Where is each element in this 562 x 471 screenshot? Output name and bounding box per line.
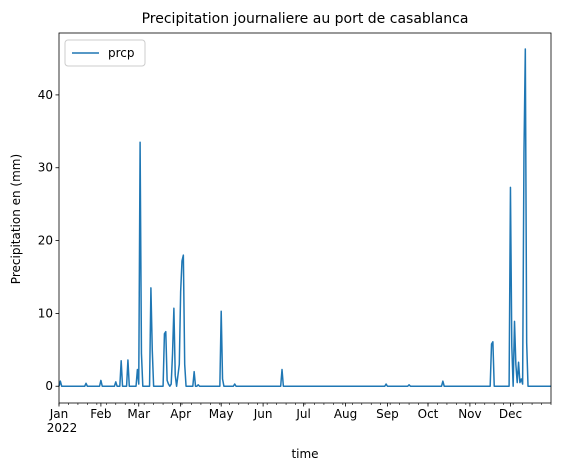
x-tick-label: Nov (458, 407, 481, 421)
x-tick-label: Dec (499, 407, 522, 421)
x-tick-label: Jul (295, 407, 310, 421)
y-tick-label: 0 (45, 379, 53, 393)
x-tick-label: Jun (253, 407, 273, 421)
legend-box (64, 39, 146, 67)
y-tick-label: 10 (38, 306, 53, 320)
y-axis-label: Precipitation en (mm) (9, 154, 23, 284)
y-tick-label: 30 (38, 161, 53, 175)
x-tick-label: May (209, 407, 234, 421)
y-tick-label: 40 (38, 88, 53, 102)
x-tick-label: Oct (418, 407, 439, 421)
series-line-prcp (58, 48, 551, 387)
x-tick-sublabel: 2022 (47, 421, 78, 435)
x-tick-label: Jan (49, 407, 69, 421)
y-tick-label: 20 (38, 234, 53, 248)
x-tick-label: Sep (376, 407, 399, 421)
legend-label: prcp (108, 46, 135, 60)
x-tick-label: Aug (334, 407, 357, 421)
x-tick-label: Feb (90, 407, 111, 421)
x-tick-label: Apr (170, 407, 191, 421)
x-tick-label: Mar (127, 407, 150, 421)
chart-title: Precipitation journaliere au port de cas… (142, 11, 469, 27)
x-axis-label: time (291, 447, 318, 461)
